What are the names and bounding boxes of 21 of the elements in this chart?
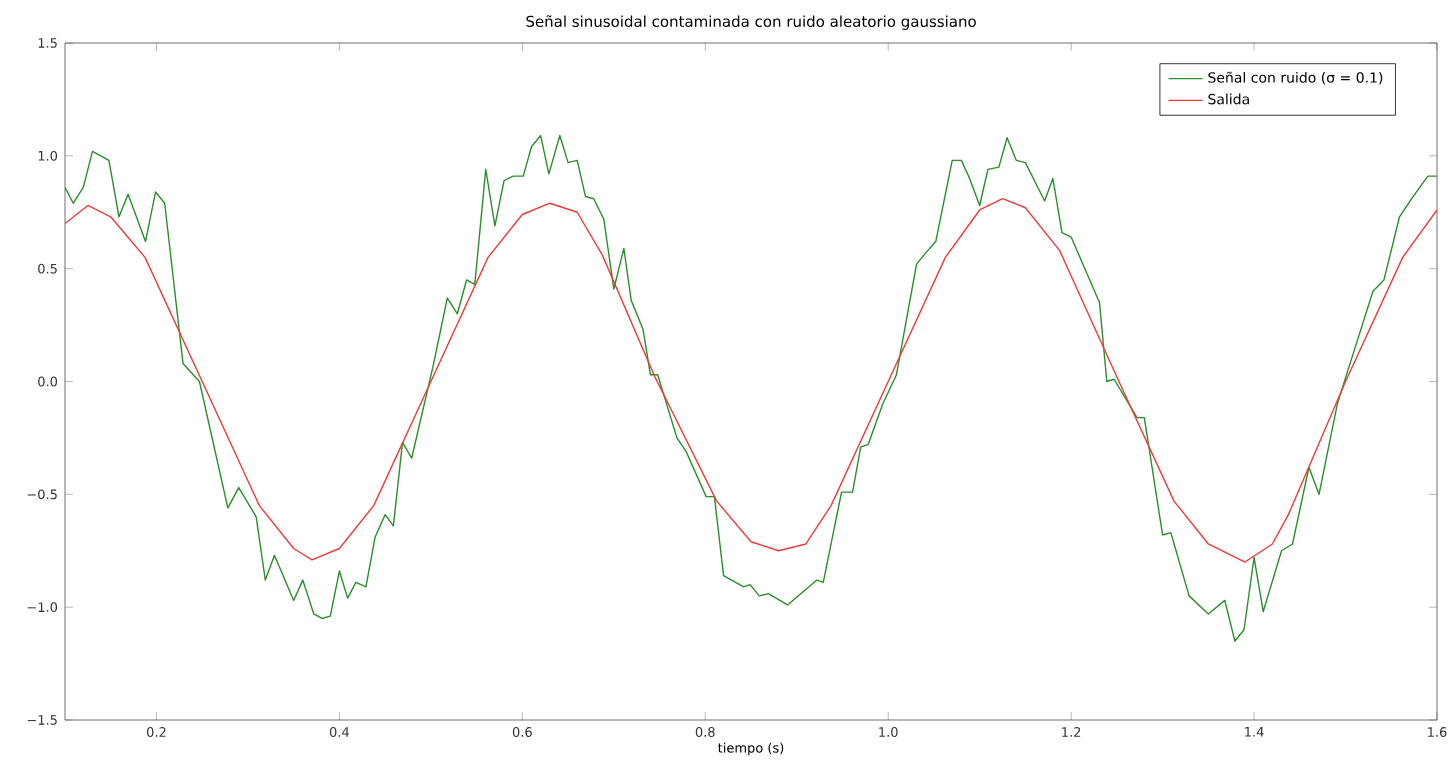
y-tick-label: −1.0 bbox=[27, 602, 58, 613]
x-tick-label: 0.6 bbox=[512, 727, 532, 737]
y-tick-label: −1.5 bbox=[27, 715, 57, 725]
x-tick-label: 1.0 bbox=[879, 727, 898, 737]
chart-title: Señal sinusoidal contaminada con ruido aleatorio gaussiano bbox=[526, 15, 976, 30]
y-tick-label: 1.0 bbox=[38, 150, 58, 161]
legend-label: Señal con ruido (σ = 0.1) bbox=[1208, 71, 1383, 85]
y-tick-label: 0.0 bbox=[38, 376, 58, 387]
x-tick-label: 0.8 bbox=[695, 727, 715, 737]
line-series bbox=[65, 198, 1437, 563]
x-tick-label: 1.2 bbox=[1062, 727, 1081, 737]
legend-label: Salida bbox=[1208, 93, 1249, 105]
x-tick-label: 0.4 bbox=[329, 727, 349, 737]
y-tick-label: 1.5 bbox=[38, 38, 57, 48]
x-tick-label: 1.4 bbox=[1245, 727, 1264, 737]
x-tick-label: 1.6 bbox=[1428, 727, 1447, 737]
line-series bbox=[65, 134, 1437, 642]
x-axis-title: tiempo (s) bbox=[718, 742, 784, 756]
x-tick-label: 0.2 bbox=[146, 727, 166, 737]
y-tick-label: −0.5 bbox=[27, 489, 57, 500]
y-tick-label: 0.5 bbox=[38, 263, 57, 274]
